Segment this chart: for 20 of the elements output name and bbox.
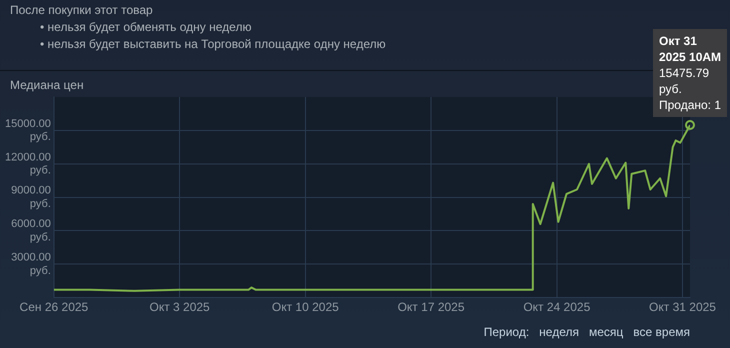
y-tick-label: 9000.00 руб. xyxy=(11,184,51,210)
y-tick-label: 3000.00 руб. xyxy=(11,252,51,277)
x-tick-label: Окт 31 2025 xyxy=(649,300,716,314)
y-tick-label: 15000.00 руб. xyxy=(4,118,51,144)
text: месяц xyxy=(588,325,624,339)
x-tick-label: Окт 24 2025 xyxy=(523,300,591,314)
annotation: Окт 31 2025 10AM 15475.79 руб. Продано: 1 xyxy=(659,33,722,114)
text: • нельзя будет обменять одну неделю xyxy=(39,19,252,36)
text: Период: xyxy=(484,325,530,339)
text: После покупки этот товар xyxy=(10,2,154,19)
y-tick-label: 12000.00 руб. xyxy=(4,151,51,176)
x-tick-label: Окт 10 2025 xyxy=(272,300,340,314)
text: неделя xyxy=(539,325,579,339)
y-tick-label: 6000.00 руб. xyxy=(11,218,51,244)
x-tick-label: Окт 17 2025 xyxy=(398,300,465,314)
text: все время xyxy=(633,325,690,339)
chart-title: Медиана цен xyxy=(10,78,84,92)
x-tick-label: Окт 3 2025 xyxy=(149,300,210,314)
text: • нельзя будет выставить на Торговой площадке одну неделю xyxy=(39,36,386,53)
x-tick-label: Сен 26 2025 xyxy=(20,300,89,314)
